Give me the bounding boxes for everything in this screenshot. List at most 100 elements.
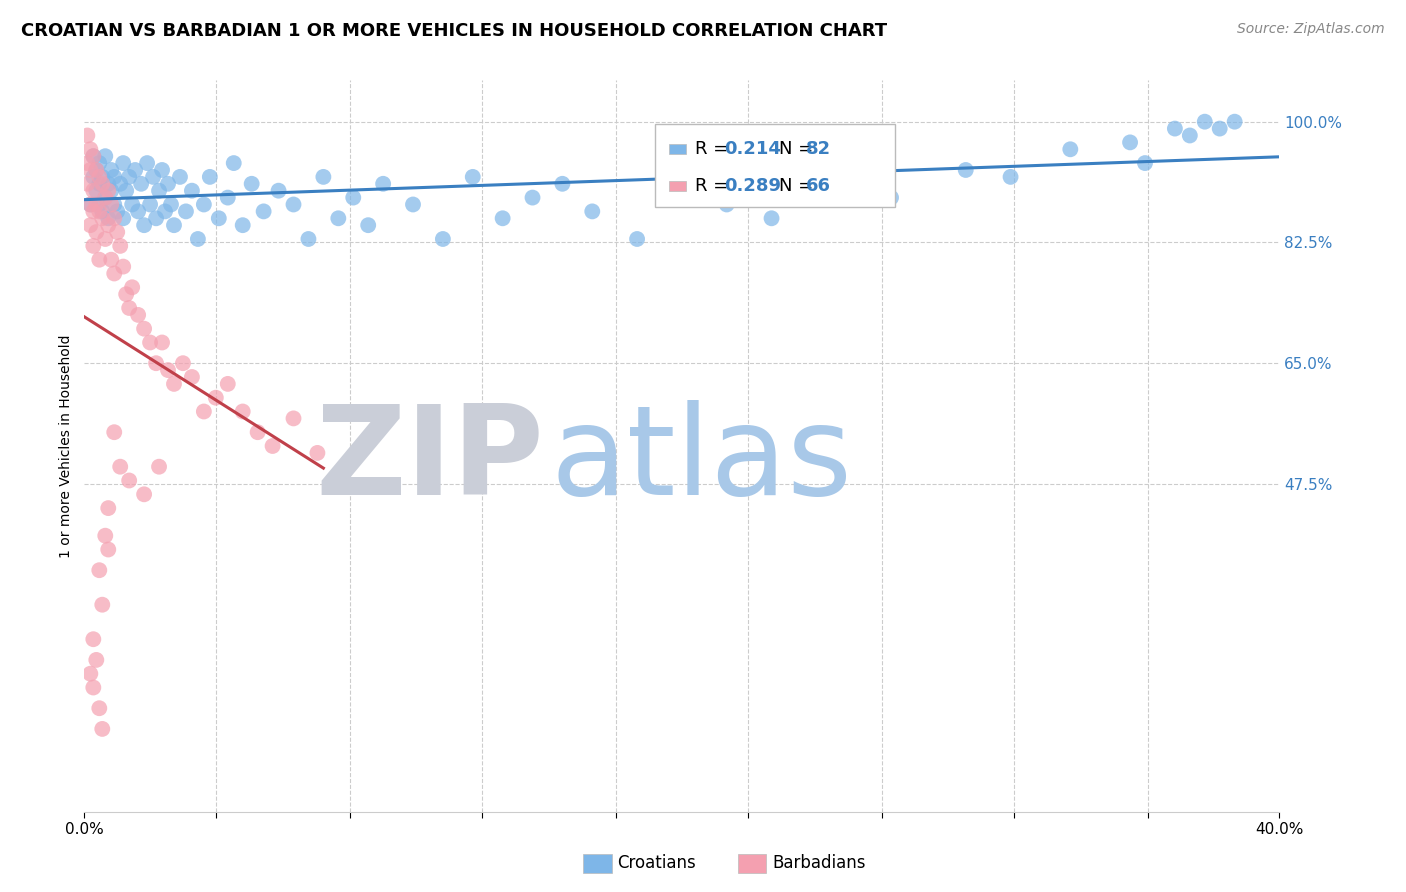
Point <box>103 169 125 184</box>
Point <box>671 184 693 198</box>
Point <box>94 191 117 205</box>
Text: 82: 82 <box>806 140 831 158</box>
Point <box>148 459 170 474</box>
Point <box>79 142 101 156</box>
Point <box>1059 142 1081 156</box>
Point <box>100 184 122 198</box>
Point <box>91 177 114 191</box>
Point <box>132 218 156 232</box>
Text: R =: R = <box>695 177 734 195</box>
Point <box>82 239 104 253</box>
Point <box>1223 114 1246 128</box>
Point <box>205 391 228 405</box>
Point <box>132 321 156 335</box>
Point <box>208 211 231 226</box>
Point <box>89 169 111 184</box>
Point <box>1133 156 1156 170</box>
Point <box>97 211 120 226</box>
Point <box>79 197 101 211</box>
Point <box>82 632 104 647</box>
Text: Source: ZipAtlas.com: Source: ZipAtlas.com <box>1237 22 1385 37</box>
Point <box>91 204 114 219</box>
Point <box>118 301 141 315</box>
Point <box>1209 121 1232 136</box>
Point <box>89 701 111 715</box>
Point <box>1178 128 1201 143</box>
Point <box>100 163 122 178</box>
Point <box>100 252 122 267</box>
Point <box>82 681 104 695</box>
Point <box>89 204 111 219</box>
Point <box>86 163 108 178</box>
Point <box>105 204 128 219</box>
Point <box>103 267 125 281</box>
Point <box>160 197 183 211</box>
Text: CROATIAN VS BARBADIAN 1 OR MORE VEHICLES IN HOUSEHOLD CORRELATION CHART: CROATIAN VS BARBADIAN 1 OR MORE VEHICLES… <box>21 22 887 40</box>
Point <box>112 156 135 170</box>
Point <box>89 252 111 267</box>
Point <box>193 197 215 211</box>
Point <box>86 653 108 667</box>
Point <box>342 191 364 205</box>
Point <box>127 308 149 322</box>
Point <box>1194 114 1216 128</box>
Point <box>139 335 162 350</box>
Text: 66: 66 <box>806 177 831 195</box>
Point <box>181 370 204 384</box>
Point <box>955 163 977 178</box>
Point <box>97 501 120 516</box>
Point <box>103 197 125 211</box>
Point <box>86 184 108 198</box>
Point <box>105 225 128 239</box>
Point <box>76 156 98 170</box>
Point <box>461 169 484 184</box>
Point <box>246 425 269 440</box>
Point <box>157 363 180 377</box>
Point <box>118 474 141 488</box>
Point <box>82 204 104 219</box>
Point <box>136 156 159 170</box>
Point <box>880 191 903 205</box>
Point <box>121 280 143 294</box>
Text: R =: R = <box>695 140 734 158</box>
Point <box>97 177 120 191</box>
Point <box>91 722 114 736</box>
Point <box>1119 136 1142 150</box>
Point <box>145 356 167 370</box>
Point <box>150 163 173 178</box>
Point <box>373 177 395 191</box>
Point <box>150 335 173 350</box>
Point <box>163 218 186 232</box>
Point <box>522 191 544 205</box>
Point <box>148 184 170 198</box>
Point <box>79 197 101 211</box>
Point <box>432 232 454 246</box>
Point <box>79 163 101 178</box>
Point <box>118 169 141 184</box>
Point <box>110 239 132 253</box>
Point <box>94 529 117 543</box>
Point <box>240 177 263 191</box>
Point <box>551 177 574 191</box>
Point <box>97 218 120 232</box>
Text: N =: N = <box>779 177 818 195</box>
Point <box>169 169 191 184</box>
Point <box>86 225 108 239</box>
Text: N =: N = <box>779 140 818 158</box>
Point <box>297 232 319 246</box>
Point <box>262 439 284 453</box>
Point <box>79 218 101 232</box>
Point <box>217 191 239 205</box>
Point <box>626 232 648 246</box>
Point <box>139 197 162 211</box>
Point <box>307 446 329 460</box>
Point <box>187 232 209 246</box>
Point <box>91 598 114 612</box>
Point <box>76 128 98 143</box>
Point <box>97 184 120 198</box>
Point <box>82 149 104 163</box>
Point <box>253 204 276 219</box>
Point <box>174 204 197 219</box>
Text: Croatians: Croatians <box>617 855 696 872</box>
Point <box>232 404 254 418</box>
